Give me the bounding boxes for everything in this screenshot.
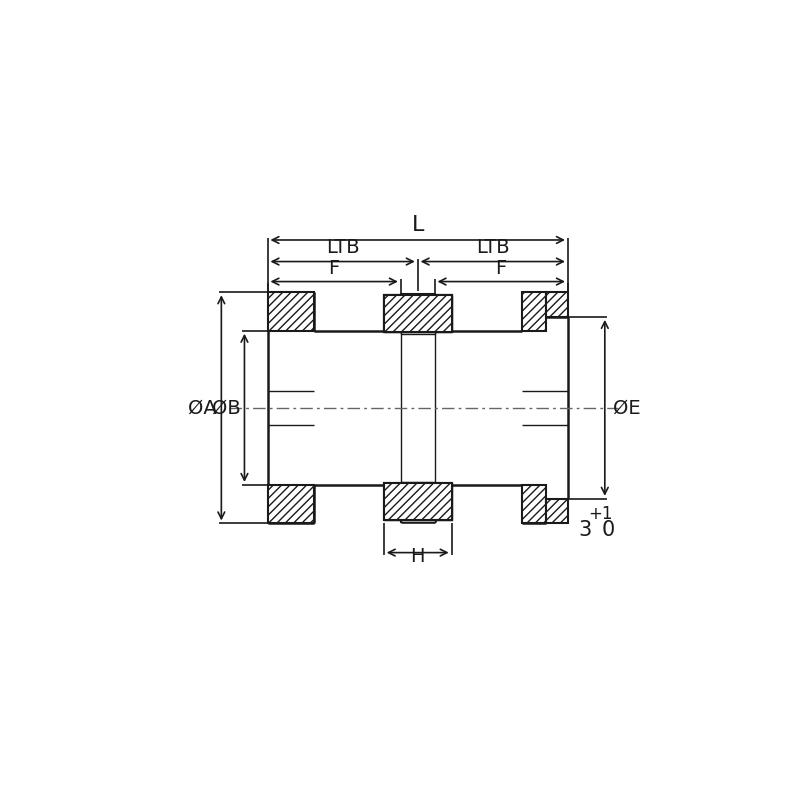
Bar xyxy=(384,483,451,520)
Bar xyxy=(384,295,451,332)
Text: F: F xyxy=(496,258,507,278)
Polygon shape xyxy=(401,294,434,298)
Text: +1: +1 xyxy=(588,505,612,523)
Polygon shape xyxy=(522,485,546,523)
Bar xyxy=(384,295,451,332)
Polygon shape xyxy=(267,292,568,523)
Text: ØA: ØA xyxy=(188,398,217,418)
Polygon shape xyxy=(522,292,546,331)
Polygon shape xyxy=(546,292,568,317)
Bar xyxy=(384,483,451,520)
Text: 3: 3 xyxy=(578,519,592,539)
Bar xyxy=(401,482,434,522)
Text: ØB: ØB xyxy=(212,398,241,418)
Text: 0: 0 xyxy=(602,519,615,539)
Text: ØE: ØE xyxy=(613,398,640,418)
Text: LTB: LTB xyxy=(476,238,510,257)
Text: LTB: LTB xyxy=(326,238,359,257)
Polygon shape xyxy=(401,517,434,522)
Polygon shape xyxy=(267,292,314,331)
Text: L: L xyxy=(411,214,424,234)
Bar xyxy=(401,294,434,334)
Polygon shape xyxy=(267,485,314,523)
Bar xyxy=(384,483,451,520)
Polygon shape xyxy=(546,498,568,523)
Text: F: F xyxy=(329,258,340,278)
Bar xyxy=(384,295,451,332)
Bar xyxy=(384,295,451,332)
Text: H: H xyxy=(410,547,425,566)
